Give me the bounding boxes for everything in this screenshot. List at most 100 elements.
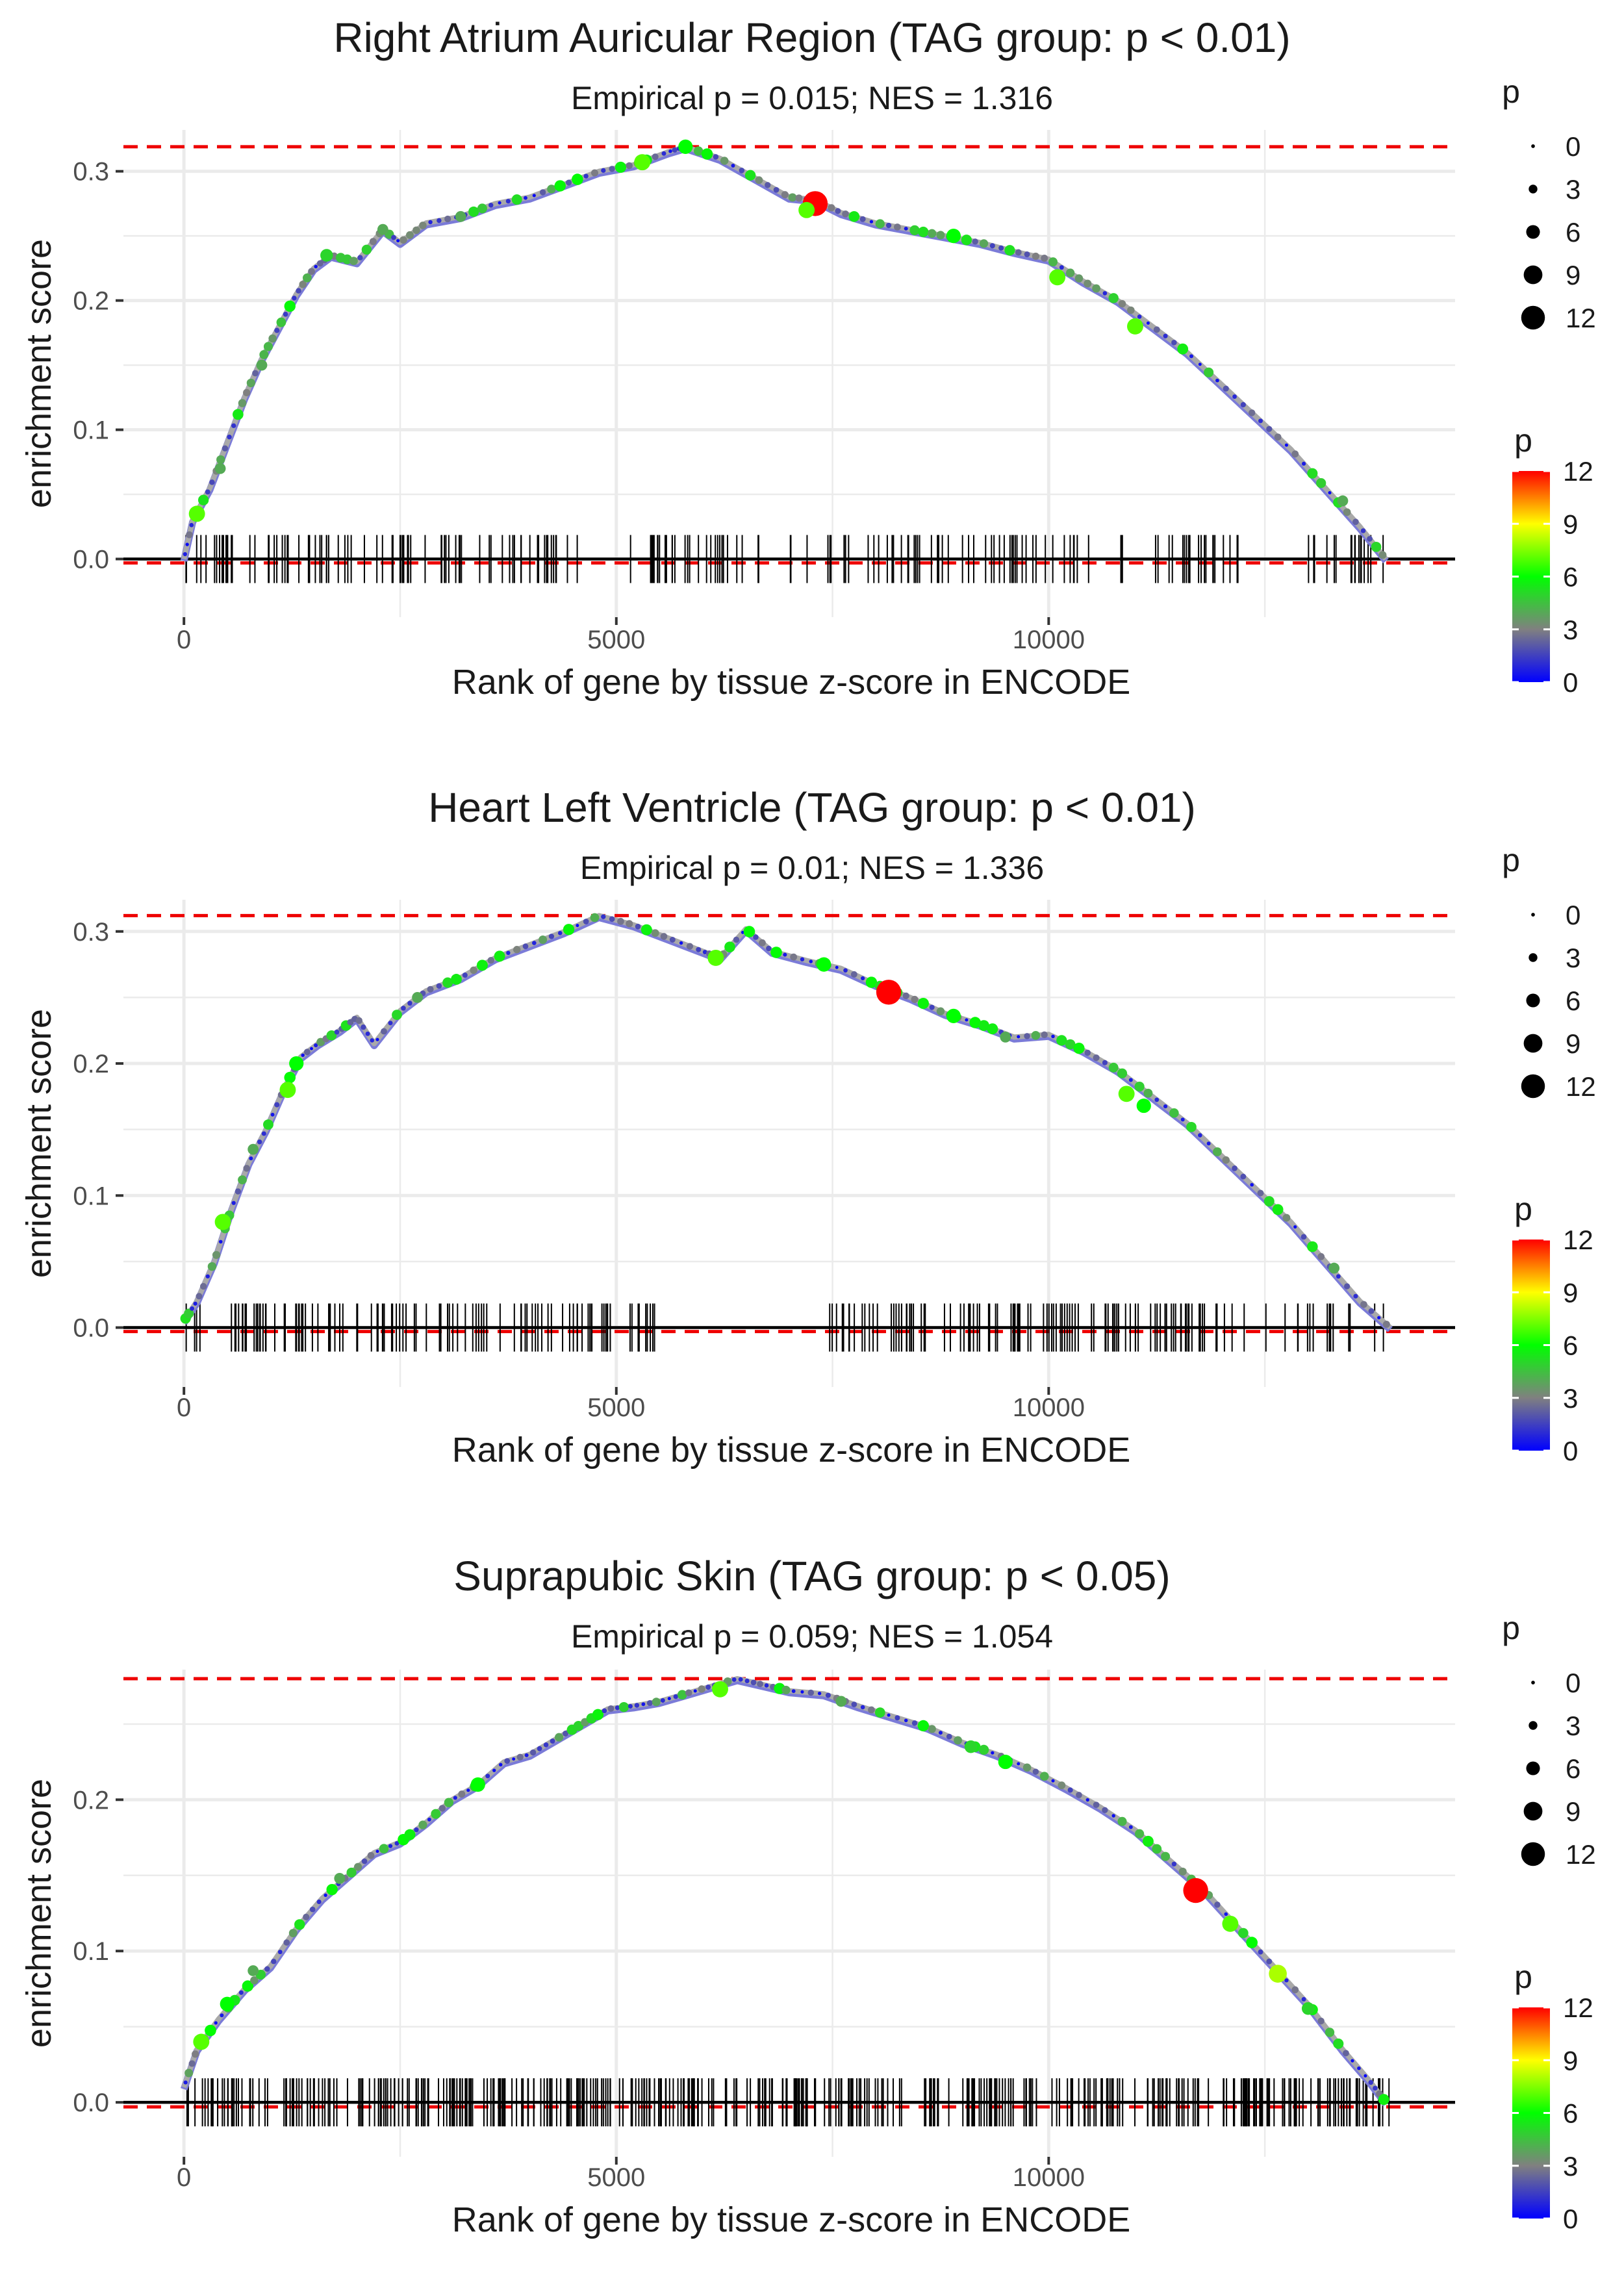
x-tick-label: 5000 (587, 2163, 645, 2192)
es-point (668, 149, 672, 153)
color-legend-title: p (1514, 1959, 1532, 1995)
x-axis-label: Rank of gene by tissue z-score in ENCODE (452, 2200, 1130, 2239)
es-point (667, 1696, 671, 1701)
es-point (498, 201, 501, 205)
es-point (859, 216, 866, 222)
size-legend-dot (1523, 265, 1543, 285)
es-point (702, 950, 707, 954)
es-point (276, 317, 286, 327)
es-point (1169, 1108, 1179, 1118)
es-point (835, 208, 841, 214)
highlight-point (835, 1696, 847, 1707)
size-legend-dot (1523, 1034, 1543, 1053)
es-point (296, 288, 301, 294)
es-point (731, 163, 735, 168)
x-tick-label: 10000 (1013, 626, 1085, 654)
color-legend-label: 0 (1563, 1436, 1578, 1466)
es-point (1128, 1825, 1133, 1829)
es-point (1146, 321, 1150, 325)
es-point (308, 268, 315, 275)
es-point (911, 1720, 918, 1726)
color-legend-title: p (1514, 1191, 1532, 1227)
es-point (1368, 2080, 1373, 2085)
es-point (310, 1047, 313, 1050)
highlight-point (678, 139, 693, 154)
es-point (850, 971, 857, 978)
es-point (1263, 1196, 1275, 1207)
es-point (978, 1744, 989, 1755)
es-point (252, 370, 259, 377)
y-axis-label: enrichment score (19, 1009, 58, 1278)
es-point (788, 193, 797, 202)
es-point (744, 170, 756, 181)
color-legend-label: 12 (1563, 456, 1593, 487)
es-point (902, 992, 909, 999)
es-point (370, 1038, 375, 1043)
es-point (1032, 252, 1040, 261)
chart-subtitle: Empirical p = 0.059; NES = 1.054 (571, 1618, 1053, 1655)
es-point (468, 206, 479, 217)
es-point (696, 947, 702, 952)
es-point (894, 223, 901, 231)
es-point (929, 1004, 935, 1010)
highlight-point (817, 957, 831, 972)
size-legend-label: 6 (1566, 986, 1580, 1016)
es-point (724, 941, 735, 952)
size-legend-label: 3 (1566, 174, 1580, 205)
es-point (592, 1709, 604, 1720)
es-point (758, 939, 766, 947)
es-point (1300, 1234, 1307, 1240)
es-point (1198, 1133, 1202, 1138)
es-point (1171, 339, 1177, 346)
es-point (274, 327, 280, 333)
highlight-point (1127, 318, 1143, 335)
es-point (672, 147, 678, 153)
es-point (609, 166, 615, 172)
es-point (488, 203, 494, 208)
es-point (506, 950, 511, 956)
es-point (205, 1274, 210, 1278)
es-point (207, 1262, 217, 1271)
es-point (733, 936, 740, 943)
size-legend-label: 6 (1566, 217, 1580, 248)
es-point (1240, 1173, 1247, 1180)
highlight-point (1301, 2002, 1315, 2015)
es-point (453, 1796, 457, 1800)
es-point (783, 952, 787, 957)
es-point (355, 1017, 362, 1024)
es-point (1246, 1937, 1258, 1948)
es-point (590, 169, 599, 177)
color-legend-title: p (1514, 422, 1532, 459)
es-point (548, 934, 555, 939)
es-point (991, 1751, 995, 1755)
es-point (1223, 385, 1229, 392)
size-legend-dot (1531, 144, 1535, 148)
es-point (1382, 1320, 1390, 1328)
size-legend-dot (1523, 1801, 1543, 1821)
es-point (283, 311, 288, 317)
es-point (263, 1119, 273, 1130)
es-point (292, 296, 297, 301)
highlight-point (1222, 1915, 1239, 1932)
es-point (1017, 1035, 1021, 1039)
es-point (396, 239, 400, 243)
es-point (1117, 1068, 1128, 1078)
es-point (347, 1019, 354, 1026)
size-legend-label: 12 (1566, 1071, 1596, 1102)
es-point (1085, 1798, 1089, 1802)
es-point (1272, 1204, 1284, 1215)
es-point (1204, 367, 1214, 377)
highlight-point (377, 223, 388, 235)
highlight-point (279, 1082, 296, 1099)
es-point (550, 1738, 555, 1744)
es-point (379, 1844, 389, 1854)
es-point (1343, 1283, 1351, 1290)
es-point (1102, 1807, 1108, 1813)
es-point (1258, 418, 1263, 424)
es-point (1128, 1078, 1133, 1082)
es-point (394, 1841, 400, 1846)
es-point (1161, 1851, 1171, 1861)
es-point (828, 204, 835, 212)
es-point (183, 2080, 188, 2085)
size-legend-title: p (1502, 1610, 1520, 1646)
